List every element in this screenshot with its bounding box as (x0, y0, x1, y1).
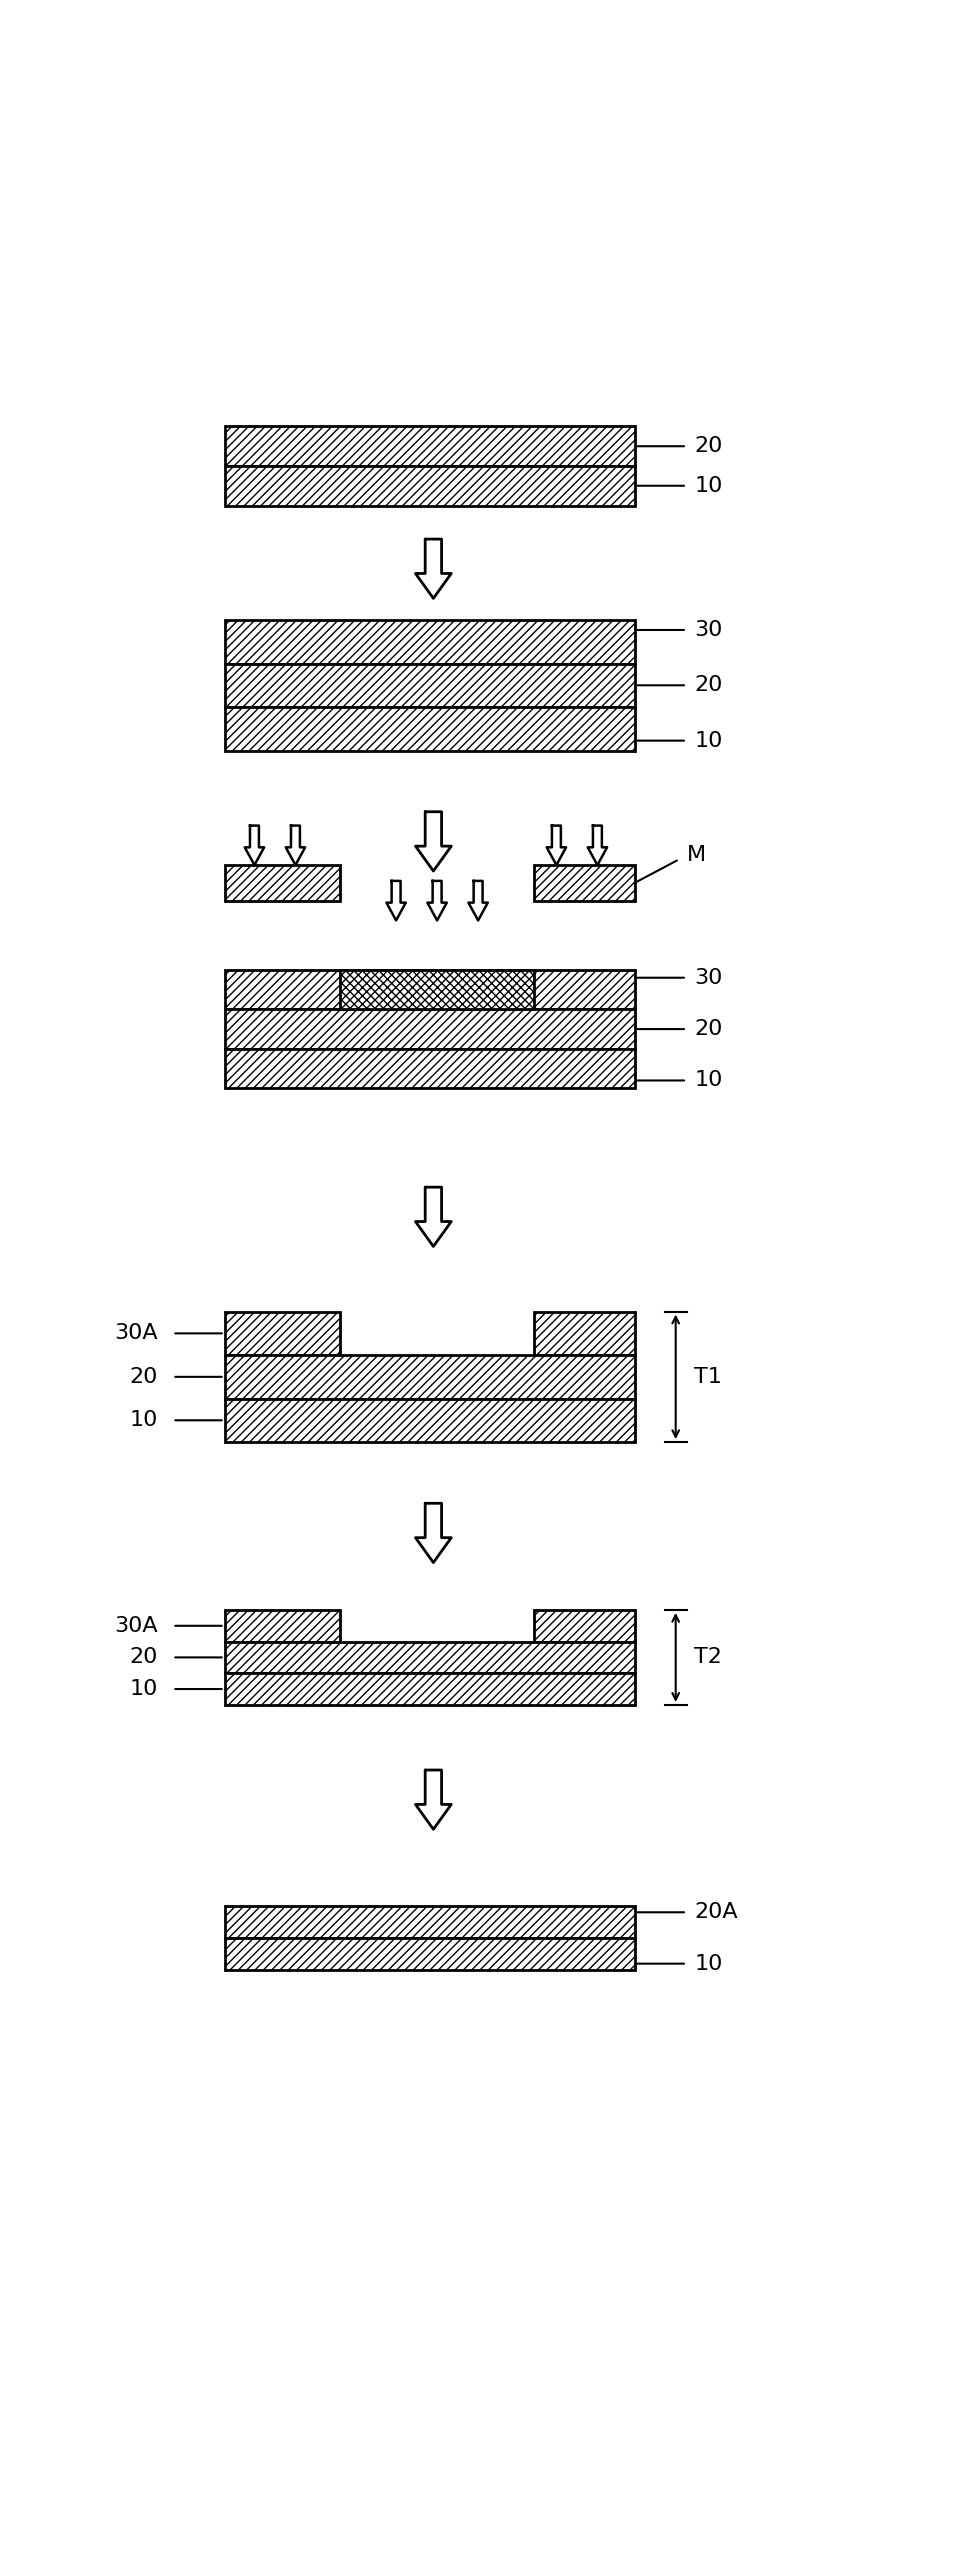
Polygon shape (415, 539, 451, 598)
Text: 10: 10 (129, 1411, 158, 1429)
Text: 20: 20 (694, 675, 722, 695)
Bar (225, 865, 340, 901)
Bar (225, 1008, 634, 1049)
Bar (225, 1937, 634, 1971)
Polygon shape (386, 880, 406, 921)
Bar (225, 970, 634, 1008)
Text: 10: 10 (694, 475, 722, 495)
Bar (225, 1673, 634, 1704)
Text: 20A: 20A (694, 1901, 737, 1922)
Text: T1: T1 (694, 1368, 722, 1386)
Polygon shape (415, 1771, 451, 1830)
Text: 30: 30 (694, 621, 722, 639)
Text: 30A: 30A (113, 1324, 158, 1345)
Bar (225, 1398, 634, 1442)
Polygon shape (285, 826, 305, 865)
Polygon shape (546, 826, 565, 865)
Bar (225, 1355, 634, 1398)
Text: 30: 30 (694, 967, 722, 988)
Bar (225, 708, 634, 749)
Bar (225, 426, 634, 467)
Text: 10: 10 (694, 731, 722, 752)
Bar (533, 1609, 634, 1642)
Bar (340, 970, 533, 1008)
Text: T2: T2 (694, 1647, 722, 1668)
Bar (225, 621, 634, 665)
Polygon shape (468, 880, 487, 921)
Text: 20: 20 (129, 1368, 158, 1386)
Bar (225, 1049, 634, 1088)
Polygon shape (415, 1504, 451, 1563)
Polygon shape (415, 1188, 451, 1247)
Bar (225, 1907, 634, 1937)
Text: 20: 20 (129, 1647, 158, 1668)
Text: 30A: 30A (113, 1617, 158, 1635)
Text: 20: 20 (694, 436, 722, 457)
Bar (225, 665, 634, 708)
Bar (225, 1642, 634, 1673)
Bar (225, 1609, 340, 1642)
Text: 10: 10 (694, 1953, 722, 1973)
Text: 20: 20 (694, 1019, 722, 1039)
Polygon shape (415, 811, 451, 870)
Text: 10: 10 (129, 1678, 158, 1699)
Text: 10: 10 (694, 1070, 722, 1091)
Polygon shape (244, 826, 264, 865)
Polygon shape (587, 826, 606, 865)
Bar (533, 865, 634, 901)
Polygon shape (427, 880, 446, 921)
Bar (225, 467, 634, 506)
Text: M: M (686, 844, 705, 865)
Bar (533, 1311, 634, 1355)
Bar (225, 1311, 340, 1355)
